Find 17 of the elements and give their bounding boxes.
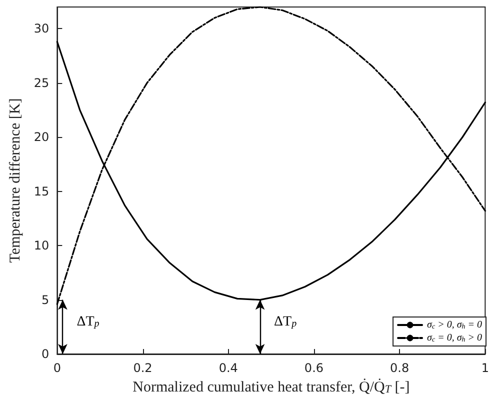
y-axis-title: Temperature difference [K] xyxy=(8,98,24,263)
x-axis-title: Normalized cumulative heat transfer, Q̇/Q̇T [-] xyxy=(132,378,410,396)
x-tick-label: 1 xyxy=(481,361,490,375)
annotation: ΔTp xyxy=(76,314,100,330)
annotation: ΔTp xyxy=(274,314,297,330)
y-tick-label: 30 xyxy=(34,22,50,36)
x-tick-label: 0.8 xyxy=(390,361,410,375)
y-tick-label: 15 xyxy=(34,184,50,198)
x-tick-label: 0.4 xyxy=(218,361,238,375)
y-tick-label: 5 xyxy=(42,292,50,307)
x-tick-label: 0.6 xyxy=(304,361,324,375)
y-tick-label: 25 xyxy=(34,76,50,90)
y-tick-label: 10 xyxy=(34,238,50,253)
x-tick-label: 0.2 xyxy=(133,361,152,375)
x-tick-label: 0 xyxy=(53,361,61,375)
y-tick-label: 20 xyxy=(34,130,50,144)
y-tick-label: 0 xyxy=(42,347,50,361)
